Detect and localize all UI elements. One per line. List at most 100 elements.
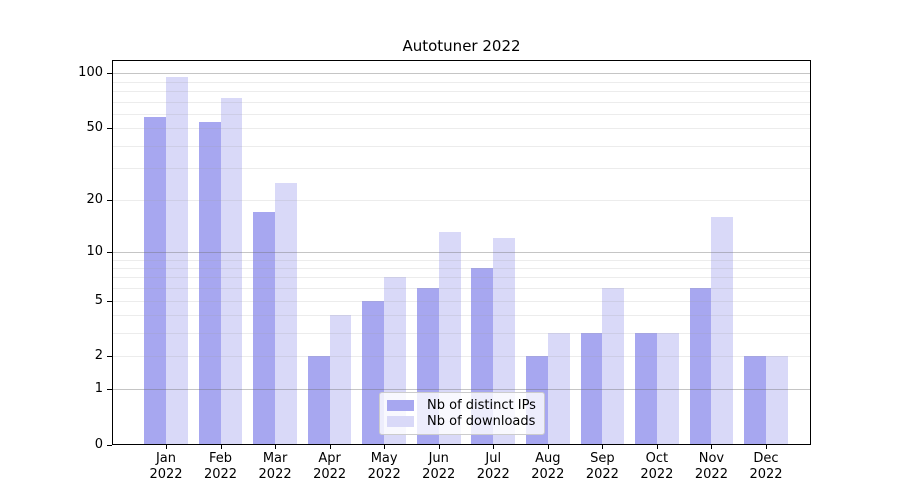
- y-tick-mark-10: [107, 251, 112, 253]
- x-tick-year-nov: 2022: [694, 467, 728, 482]
- legend: Nb of distinct IPs Nb of downloads: [379, 392, 545, 435]
- y-tick-label-10: 10: [86, 243, 103, 259]
- bar-nb-of-distinct-ips-jan: [144, 116, 166, 445]
- gridline-minor-70: [112, 101, 811, 103]
- x-tick-mark-jun: [438, 445, 440, 449]
- y-tick-mark-1: [107, 389, 112, 391]
- x-tick-year-jun: 2022: [422, 467, 456, 482]
- x-tick-month-jun: Jun: [428, 451, 449, 466]
- x-tick-year-apr: 2022: [313, 467, 347, 482]
- gridline-minor-90: [112, 81, 811, 83]
- y-tick-mark-0: [107, 445, 112, 446]
- y-tick-mark-100: [107, 73, 112, 75]
- y-tick-mark-2: [107, 356, 112, 358]
- x-tick-month-aug: Aug: [535, 451, 561, 466]
- gridline-major-100: [112, 73, 811, 75]
- x-tick-label-may: May 2022: [352, 451, 416, 483]
- plot-area: [112, 60, 811, 445]
- x-tick-year-may: 2022: [367, 467, 401, 482]
- y-tick-label-2: 2: [94, 348, 103, 364]
- bar-nb-of-distinct-ips-nov: [689, 288, 712, 445]
- gridline-minor-60: [112, 113, 811, 115]
- x-tick-label-aug: Aug 2022: [516, 451, 580, 483]
- x-tick-mark-jan: [166, 445, 167, 449]
- chart-title: Autotuner 2022: [402, 37, 521, 55]
- bar-nb-of-downloads-nov: [711, 216, 734, 445]
- x-tick-year-oct: 2022: [640, 467, 674, 482]
- gridline-minor-6: [112, 288, 811, 290]
- x-tick-month-sep: Sep: [590, 451, 615, 466]
- gridline-minor-3: [112, 333, 811, 335]
- x-tick-label-jan: Jan 2022: [134, 451, 198, 483]
- x-tick-mark-nov: [711, 445, 713, 449]
- bar-nb-of-distinct-ips-mar: [253, 212, 276, 445]
- x-tick-mark-dec: [765, 445, 767, 449]
- gridline-minor-30: [112, 168, 811, 170]
- bar-nb-of-distinct-ips-feb: [198, 122, 221, 445]
- y-tick-label-20: 20: [86, 191, 103, 207]
- bar-nb-of-distinct-ips-dec: [744, 356, 766, 445]
- x-tick-label-sep: Sep 2022: [570, 451, 634, 483]
- bar-nb-of-downloads-aug: [547, 333, 570, 445]
- x-tick-month-oct: Oct: [645, 451, 669, 466]
- bar-nb-of-distinct-ips-oct: [635, 333, 657, 445]
- y-tick-label-0: 0: [94, 437, 103, 452]
- bar-nb-of-downloads-dec: [765, 356, 788, 445]
- bar-nb-of-downloads-sep: [602, 288, 625, 445]
- y-tick-label-50: 50: [86, 120, 103, 136]
- bar-nb-of-downloads-jan: [166, 77, 188, 445]
- x-tick-label-feb: Feb 2022: [189, 451, 253, 483]
- legend-item-distinct-ips: Nb of distinct IPs: [387, 397, 536, 414]
- x-tick-month-may: May: [370, 451, 398, 466]
- legend-label-downloads: Nb of downloads: [427, 414, 536, 430]
- y-tick-mark-5: [107, 300, 112, 302]
- x-tick-label-jun: Jun 2022: [407, 451, 471, 483]
- x-tick-label-nov: Nov 2022: [679, 451, 743, 483]
- bar-nb-of-downloads-feb: [220, 98, 243, 445]
- x-tick-month-mar: Mar: [262, 451, 288, 466]
- x-tick-mark-jul: [493, 445, 495, 449]
- legend-item-downloads: Nb of downloads: [387, 414, 536, 431]
- bar-nb-of-downloads-apr: [329, 315, 352, 445]
- x-tick-year-feb: 2022: [203, 467, 238, 482]
- legend-swatch-downloads: [387, 416, 414, 428]
- gridline-minor-5: [112, 300, 811, 302]
- x-tick-month-jul: Jul: [485, 451, 502, 466]
- y-tick-mark-50: [107, 128, 112, 130]
- x-tick-mark-may: [384, 445, 386, 449]
- legend-label-distinct-ips: Nb of distinct IPs: [427, 397, 536, 413]
- x-tick-label-apr: Apr 2022: [298, 451, 362, 483]
- x-tick-year-jul: 2022: [476, 467, 510, 482]
- gridline-minor-2: [112, 356, 811, 358]
- x-tick-year-dec: 2022: [749, 467, 783, 482]
- legend-swatch-distinct-ips: [387, 399, 414, 411]
- y-tick-label-1: 1: [94, 381, 103, 397]
- x-tick-mark-mar: [275, 445, 277, 449]
- x-tick-label-oct: Oct 2022: [625, 451, 689, 483]
- gridline-minor-7: [112, 277, 811, 279]
- x-tick-label-dec: Dec 2022: [734, 451, 798, 483]
- x-tick-mark-apr: [329, 445, 331, 449]
- gridline-major-10: [112, 251, 811, 253]
- gridline-minor-4: [112, 315, 811, 317]
- gridline-minor-40: [112, 145, 811, 147]
- bar-nb-of-distinct-ips-sep: [580, 333, 603, 445]
- x-tick-year-sep: 2022: [585, 467, 619, 482]
- gridline-minor-80: [112, 90, 811, 92]
- gridline-minor-9: [112, 259, 811, 261]
- x-tick-year-mar: 2022: [258, 467, 292, 482]
- x-tick-mark-feb: [220, 445, 222, 449]
- x-tick-month-nov: Nov: [698, 451, 725, 466]
- y-tick-label-100: 100: [78, 65, 103, 81]
- x-tick-mark-sep: [602, 445, 604, 449]
- x-tick-mark-aug: [547, 445, 549, 449]
- gridline-minor-20: [112, 199, 811, 201]
- bar-nb-of-distinct-ips-may: [362, 300, 385, 445]
- x-tick-label-jul: Jul 2022: [461, 451, 525, 483]
- x-tick-month-jan: Jan: [155, 451, 177, 466]
- x-tick-month-feb: Feb: [209, 451, 233, 466]
- bar-nb-of-downloads-oct: [656, 333, 679, 445]
- gridline-minor-50: [112, 128, 811, 130]
- gridline-minor-8: [112, 267, 811, 269]
- y-tick-mark-20: [107, 199, 112, 201]
